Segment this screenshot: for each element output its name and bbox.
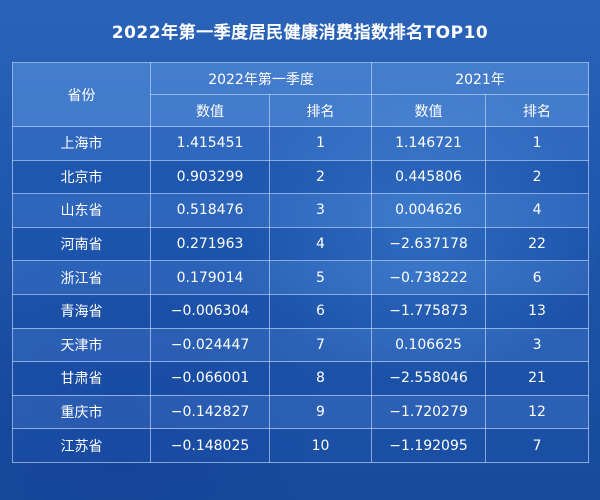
cell-province: 天津市 <box>13 328 151 362</box>
cell-rank-2021: 3 <box>486 328 589 362</box>
cell-value-2021: −1.775873 <box>372 294 486 328</box>
cell-province: 山东省 <box>13 194 151 228</box>
cell-rank-2021: 1 <box>486 127 589 161</box>
cell-rank-2021: 6 <box>486 261 589 295</box>
cell-rank-2021: 22 <box>486 227 589 261</box>
cell-province: 甘肃省 <box>13 362 151 396</box>
cell-value-2022: 1.415451 <box>151 127 270 161</box>
cell-value-2022: −0.006304 <box>151 294 270 328</box>
cell-province: 江苏省 <box>13 429 151 463</box>
table-row: 江苏省−0.14802510−1.1920957 <box>13 429 589 463</box>
table-row: 甘肃省−0.0660018−2.55804621 <box>13 362 589 396</box>
header-rank-2021: 排名 <box>486 95 589 127</box>
cell-rank-2021: 13 <box>486 294 589 328</box>
cell-rank-2022: 6 <box>270 294 372 328</box>
cell-value-2022: 0.179014 <box>151 261 270 295</box>
cell-value-2021: −2.637178 <box>372 227 486 261</box>
cell-rank-2022: 5 <box>270 261 372 295</box>
cell-value-2022: −0.024447 <box>151 328 270 362</box>
data-table: 省份 2022年第一季度 2021年 数值 排名 数值 排名 上海市1.4154… <box>12 62 589 463</box>
cell-province: 浙江省 <box>13 261 151 295</box>
cell-rank-2021: 12 <box>486 395 589 429</box>
header-rank-2022: 排名 <box>270 95 372 127</box>
table-row: 青海省−0.0063046−1.77587313 <box>13 294 589 328</box>
header-value-2022: 数值 <box>151 95 270 127</box>
cell-value-2022: −0.148025 <box>151 429 270 463</box>
cell-value-2021: −1.720279 <box>372 395 486 429</box>
table-row: 天津市−0.02444770.1066253 <box>13 328 589 362</box>
header-value-2021: 数值 <box>372 95 486 127</box>
cell-rank-2022: 1 <box>270 127 372 161</box>
table-row: 河南省0.2719634−2.63717822 <box>13 227 589 261</box>
cell-value-2022: −0.142827 <box>151 395 270 429</box>
cell-value-2021: −2.558046 <box>372 362 486 396</box>
cell-value-2022: 0.518476 <box>151 194 270 228</box>
cell-rank-2022: 9 <box>270 395 372 429</box>
cell-value-2021: 0.445806 <box>372 160 486 194</box>
table-row: 北京市0.90329920.4458062 <box>13 160 589 194</box>
cell-rank-2022: 3 <box>270 194 372 228</box>
cell-province: 河南省 <box>13 227 151 261</box>
table-row: 上海市1.41545111.1467211 <box>13 127 589 161</box>
cell-rank-2022: 10 <box>270 429 372 463</box>
cell-rank-2021: 21 <box>486 362 589 396</box>
table-row: 重庆市−0.1428279−1.72027912 <box>13 395 589 429</box>
cell-rank-2022: 4 <box>270 227 372 261</box>
cell-rank-2021: 2 <box>486 160 589 194</box>
cell-value-2021: 1.146721 <box>372 127 486 161</box>
header-group-2022q1: 2022年第一季度 <box>151 63 372 95</box>
table-row: 山东省0.51847630.0046264 <box>13 194 589 228</box>
cell-value-2022: 0.271963 <box>151 227 270 261</box>
table-row: 浙江省0.1790145−0.7382226 <box>13 261 589 295</box>
cell-rank-2022: 7 <box>270 328 372 362</box>
cell-value-2021: 0.004626 <box>372 194 486 228</box>
cell-value-2021: −1.192095 <box>372 429 486 463</box>
cell-rank-2022: 8 <box>270 362 372 396</box>
cell-rank-2021: 4 <box>486 194 589 228</box>
header-province: 省份 <box>13 63 151 127</box>
cell-province: 青海省 <box>13 294 151 328</box>
header-group-2021: 2021年 <box>372 63 589 95</box>
chart-title: 2022年第一季度居民健康消费指数排名TOP10 <box>0 18 600 43</box>
cell-value-2022: 0.903299 <box>151 160 270 194</box>
cell-province: 北京市 <box>13 160 151 194</box>
cell-rank-2021: 7 <box>486 429 589 463</box>
cell-value-2022: −0.066001 <box>151 362 270 396</box>
data-table-container: 省份 2022年第一季度 2021年 数值 排名 数值 排名 上海市1.4154… <box>12 62 588 463</box>
cell-value-2021: 0.106625 <box>372 328 486 362</box>
cell-province: 上海市 <box>13 127 151 161</box>
cell-province: 重庆市 <box>13 395 151 429</box>
cell-rank-2022: 2 <box>270 160 372 194</box>
cell-value-2021: −0.738222 <box>372 261 486 295</box>
header-row-1: 省份 2022年第一季度 2021年 <box>13 63 589 95</box>
table-body: 上海市1.41545111.1467211北京市0.90329920.44580… <box>13 127 589 463</box>
